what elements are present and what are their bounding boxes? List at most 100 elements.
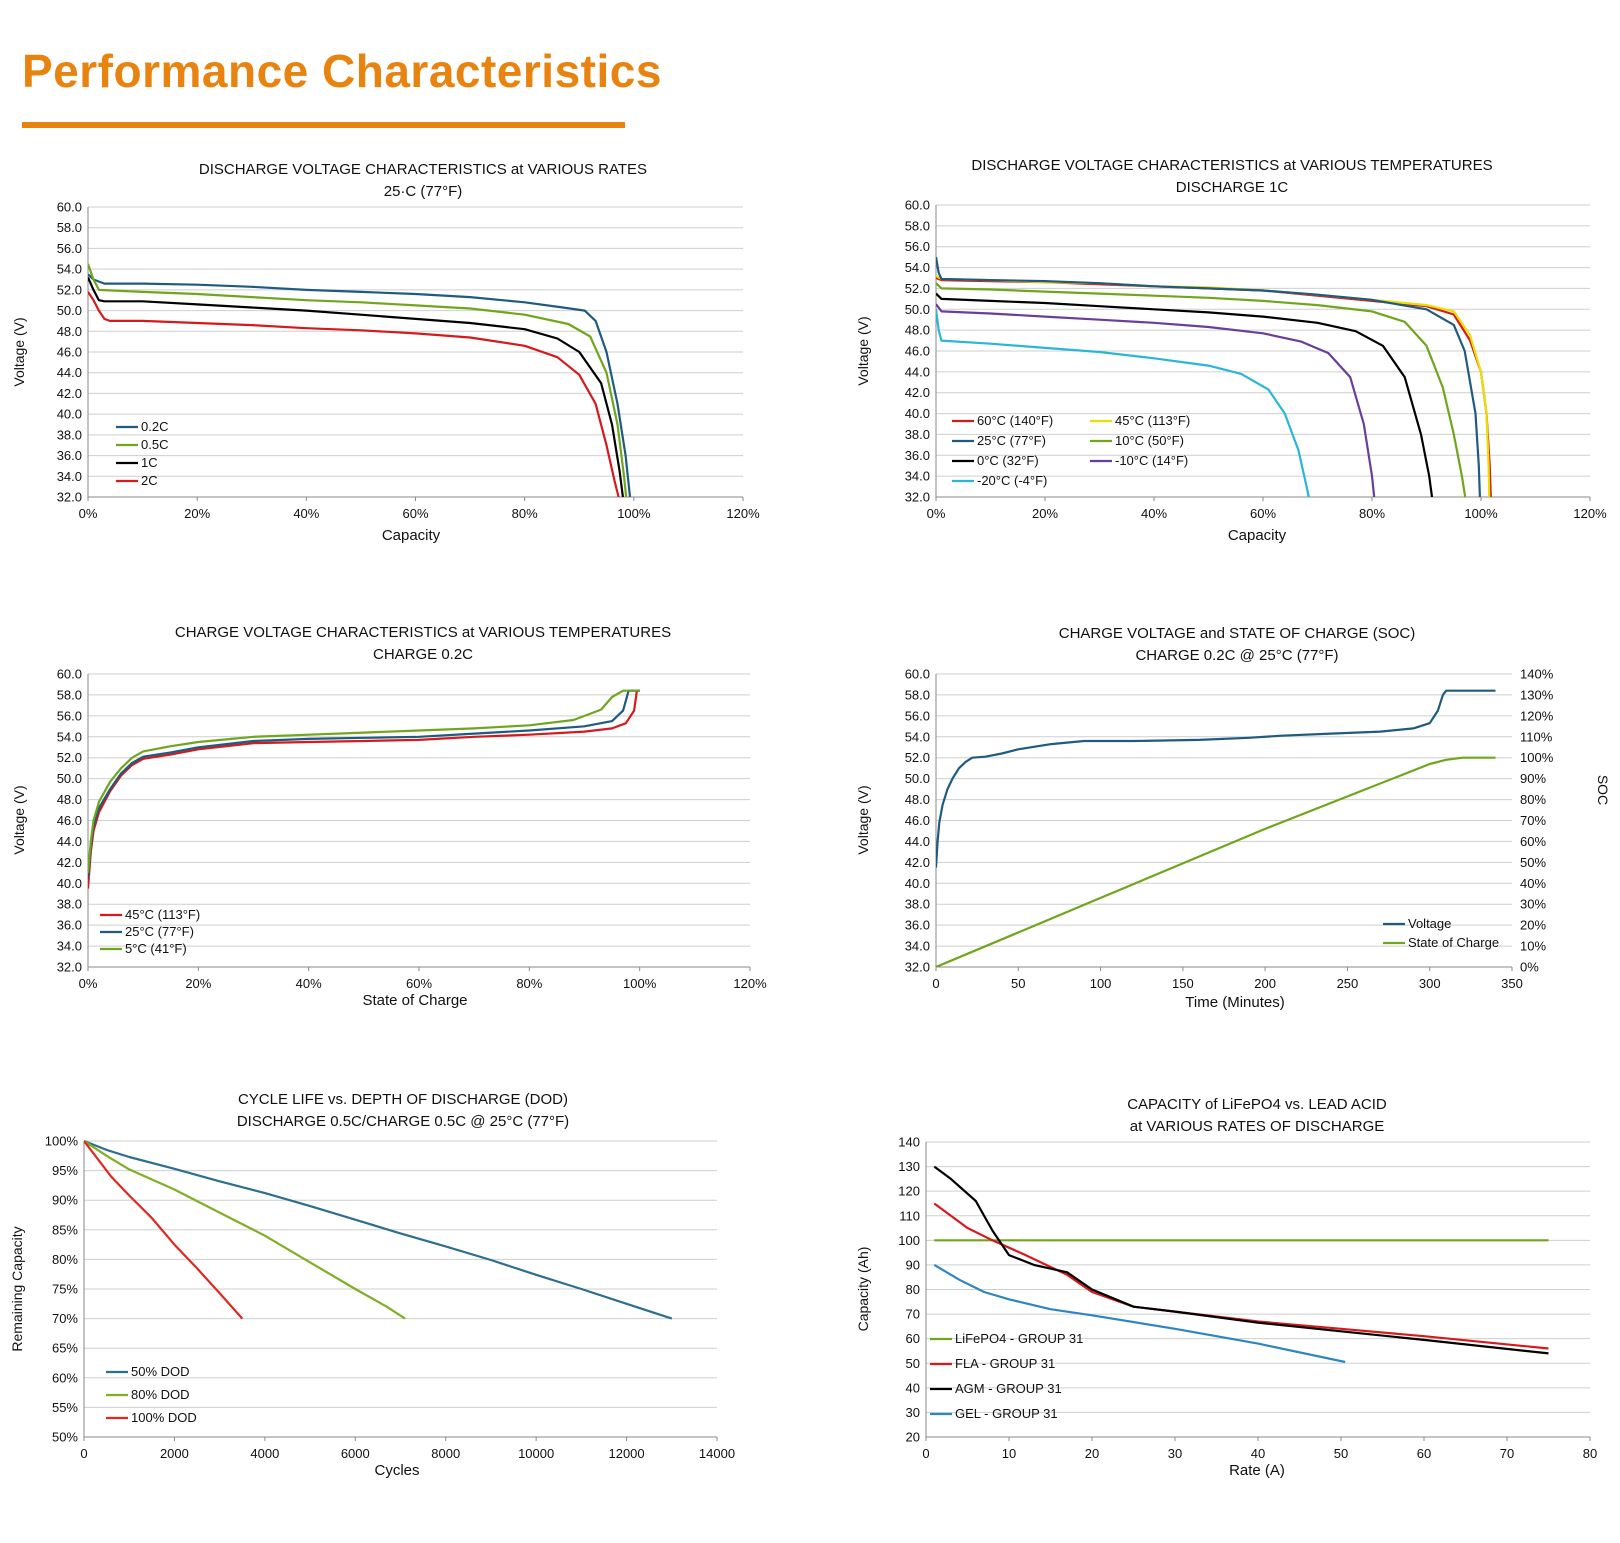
x-axis-label: Time (Minutes) bbox=[1185, 994, 1284, 1011]
x-tick-label: 350 bbox=[1501, 976, 1523, 991]
y-tick-label: 70% bbox=[52, 1311, 78, 1326]
y-tick-label: 120 bbox=[898, 1184, 920, 1199]
y-tick-label: 50 bbox=[906, 1356, 920, 1371]
y-tick-label: 95% bbox=[52, 1163, 78, 1178]
y-tick-label: 56.0 bbox=[57, 708, 82, 723]
x-tick-label: 20% bbox=[185, 976, 211, 991]
y-tick-label: 32.0 bbox=[905, 960, 930, 975]
chart-legend: 45°C (113°F) 25°C (77°F) 5°C (41°F) bbox=[100, 907, 200, 956]
chart-title: DISCHARGE VOLTAGE CHARACTERISTICS at VAR… bbox=[971, 157, 1492, 174]
y-tick-label: 42.0 bbox=[905, 855, 930, 870]
y2-tick-label: 50% bbox=[1520, 855, 1546, 870]
x-tick-label: 2000 bbox=[160, 1446, 189, 1461]
chart-subtitle: CHARGE 0.2C bbox=[373, 646, 473, 663]
x-tick-label: 120% bbox=[733, 976, 767, 991]
y-tick-label: 70 bbox=[906, 1307, 920, 1322]
x-tick-label: 100% bbox=[623, 976, 657, 991]
y-tick-label: 34.0 bbox=[905, 469, 930, 484]
legend-item: LiFePO4 - GROUP 31 bbox=[930, 1331, 1083, 1346]
legend-item: 0°C (32°F) bbox=[952, 453, 1039, 468]
series-line-25-c-77-f- bbox=[936, 256, 1481, 497]
legend-label: 60°C (140°F) bbox=[977, 413, 1053, 428]
x-tick-label: 12000 bbox=[608, 1446, 644, 1461]
chart-1: DISCHARGE VOLTAGE CHARACTERISTICS at VAR… bbox=[11, 161, 760, 544]
x-tick-label: 20% bbox=[184, 506, 210, 521]
legend-label: 10°C (50°F) bbox=[1115, 433, 1184, 448]
legend-item: 45°C (113°F) bbox=[1090, 413, 1190, 428]
y-tick-label: 55% bbox=[52, 1400, 78, 1415]
x-tick-label: 60% bbox=[1250, 506, 1276, 521]
y-tick-label: 44.0 bbox=[57, 365, 82, 380]
legend-item: 80% DOD bbox=[106, 1387, 190, 1402]
legend-label: 50% DOD bbox=[131, 1364, 190, 1379]
x-tick-label: 300 bbox=[1419, 976, 1441, 991]
y2-tick-label: 80% bbox=[1520, 792, 1546, 807]
y-tick-label: 54.0 bbox=[905, 260, 930, 275]
chart-6: CAPACITY of LiFePO4 vs. LEAD ACID at VARI… bbox=[855, 1096, 1597, 1479]
y2-tick-label: 120% bbox=[1520, 708, 1554, 723]
series-line-2c bbox=[88, 291, 620, 497]
page-title: Performance Characteristics bbox=[22, 45, 662, 97]
y-tick-label: 100 bbox=[898, 1233, 920, 1248]
y-tick-label: 48.0 bbox=[905, 792, 930, 807]
series-line-voltage bbox=[936, 689, 1496, 868]
series-line--10-c-14-f- bbox=[936, 303, 1376, 497]
y-tick-label: 50.0 bbox=[905, 771, 930, 786]
y-axis-label: Voltage (V) bbox=[11, 785, 27, 854]
legend-item: 0.2C bbox=[116, 419, 168, 434]
x-tick-label: 80 bbox=[1583, 1446, 1597, 1461]
y-tick-label: 32.0 bbox=[57, 960, 82, 975]
y-tick-label: 60% bbox=[52, 1370, 78, 1385]
x-tick-label: 4000 bbox=[250, 1446, 279, 1461]
x-tick-label: 40% bbox=[1141, 506, 1167, 521]
y-tick-label: 58.0 bbox=[57, 687, 82, 702]
legend-label: 100% DOD bbox=[131, 1410, 197, 1425]
legend-label: AGM - GROUP 31 bbox=[955, 1381, 1062, 1396]
y-tick-label: 50.0 bbox=[57, 771, 82, 786]
y-tick-label: 40.0 bbox=[57, 407, 82, 422]
series-line-fla-group-31 bbox=[933, 1202, 1549, 1350]
y-tick-label: 36.0 bbox=[905, 918, 930, 933]
legend-label: 0.2C bbox=[141, 419, 168, 434]
x-tick-label: 40% bbox=[296, 976, 322, 991]
y-tick-label: 58.0 bbox=[57, 220, 82, 235]
legend-label: -20°C (-4°F) bbox=[977, 473, 1047, 488]
chart-title: CAPACITY of LiFePO4 vs. LEAD ACID bbox=[1127, 1096, 1387, 1113]
y-tick-label: 54.0 bbox=[57, 729, 82, 744]
x-tick-label: 0 bbox=[922, 1446, 929, 1461]
y-tick-label: 46.0 bbox=[57, 345, 82, 360]
y-tick-label: 52.0 bbox=[57, 750, 82, 765]
y-tick-label: 38.0 bbox=[57, 427, 82, 442]
y-tick-label: 34.0 bbox=[905, 939, 930, 954]
y-tick-label: 50.0 bbox=[905, 302, 930, 317]
legend-label: 45°C (113°F) bbox=[125, 907, 200, 922]
y2-tick-label: 20% bbox=[1520, 918, 1546, 933]
series-line-10-c-50-f- bbox=[936, 282, 1467, 497]
legend-label: 45°C (113°F) bbox=[1115, 413, 1190, 428]
y-tick-label: 54.0 bbox=[905, 729, 930, 744]
y2-tick-label: 130% bbox=[1520, 687, 1554, 702]
y-tick-label: 48.0 bbox=[57, 792, 82, 807]
y-tick-label: 40.0 bbox=[905, 406, 930, 421]
legend-label: State of Charge bbox=[1408, 935, 1499, 950]
x-tick-label: 200 bbox=[1254, 976, 1276, 991]
x-tick-label: 6000 bbox=[341, 1446, 370, 1461]
legend-label: 25°C (77°F) bbox=[125, 924, 194, 939]
y-tick-label: 30 bbox=[906, 1405, 920, 1420]
y-axis-label: Voltage (V) bbox=[11, 317, 27, 386]
y-tick-label: 40.0 bbox=[57, 876, 82, 891]
y-tick-label: 110 bbox=[899, 1208, 920, 1223]
title-underline bbox=[22, 122, 625, 128]
x-tick-label: 80% bbox=[512, 506, 538, 521]
y-tick-label: 32.0 bbox=[57, 490, 82, 505]
y-tick-label: 100% bbox=[45, 1134, 79, 1149]
legend-item: 2C bbox=[116, 473, 158, 488]
y-tick-label: 50% bbox=[52, 1430, 78, 1445]
legend-item: 1C bbox=[116, 455, 158, 470]
chart-5: CYCLE LIFE vs. DEPTH OF DISCHARGE (DOD) D… bbox=[9, 1091, 735, 1479]
y2-tick-label: 90% bbox=[1520, 771, 1546, 786]
series-line-1c bbox=[88, 276, 624, 497]
x-tick-label: 50 bbox=[1011, 976, 1025, 991]
y2-axis-label: SOC bbox=[1595, 775, 1611, 805]
x-tick-label: 100% bbox=[1464, 506, 1498, 521]
